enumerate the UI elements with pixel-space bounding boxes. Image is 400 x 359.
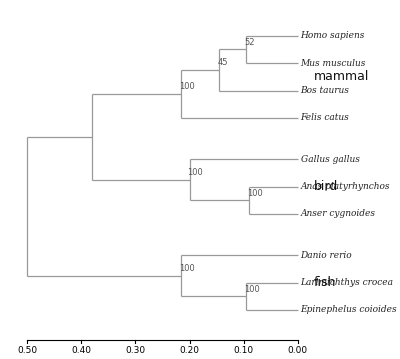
Text: Epinephelus coioides: Epinephelus coioides: [300, 306, 397, 314]
Text: Homo sapiens: Homo sapiens: [300, 31, 365, 40]
Text: Mus musculus: Mus musculus: [300, 59, 366, 67]
Text: 0.30: 0.30: [125, 346, 146, 355]
Text: mammal: mammal: [314, 70, 370, 83]
Text: 100: 100: [244, 285, 260, 294]
Text: Gallus gallus: Gallus gallus: [300, 155, 360, 164]
Text: 0.00: 0.00: [288, 346, 308, 355]
Text: Larimichthys crocea: Larimichthys crocea: [300, 278, 394, 287]
Text: 0.50: 0.50: [17, 346, 37, 355]
Text: fish: fish: [314, 276, 336, 289]
Text: Anas platyrhynchos: Anas platyrhynchos: [300, 182, 390, 191]
Text: 100: 100: [188, 168, 203, 177]
Text: 100: 100: [247, 188, 263, 197]
Text: Bos taurus: Bos taurus: [300, 86, 350, 95]
Text: 100: 100: [179, 82, 195, 91]
Text: bird: bird: [314, 180, 338, 193]
Text: 0.40: 0.40: [71, 346, 91, 355]
Text: Felis catus: Felis catus: [300, 113, 349, 122]
Text: 0.20: 0.20: [180, 346, 200, 355]
Text: 52: 52: [244, 38, 255, 47]
Text: 45: 45: [217, 58, 228, 67]
Text: Anser cygnoides: Anser cygnoides: [300, 210, 376, 219]
Text: 0.10: 0.10: [234, 346, 254, 355]
Text: Danio rerio: Danio rerio: [300, 251, 352, 260]
Text: 100: 100: [179, 264, 195, 273]
